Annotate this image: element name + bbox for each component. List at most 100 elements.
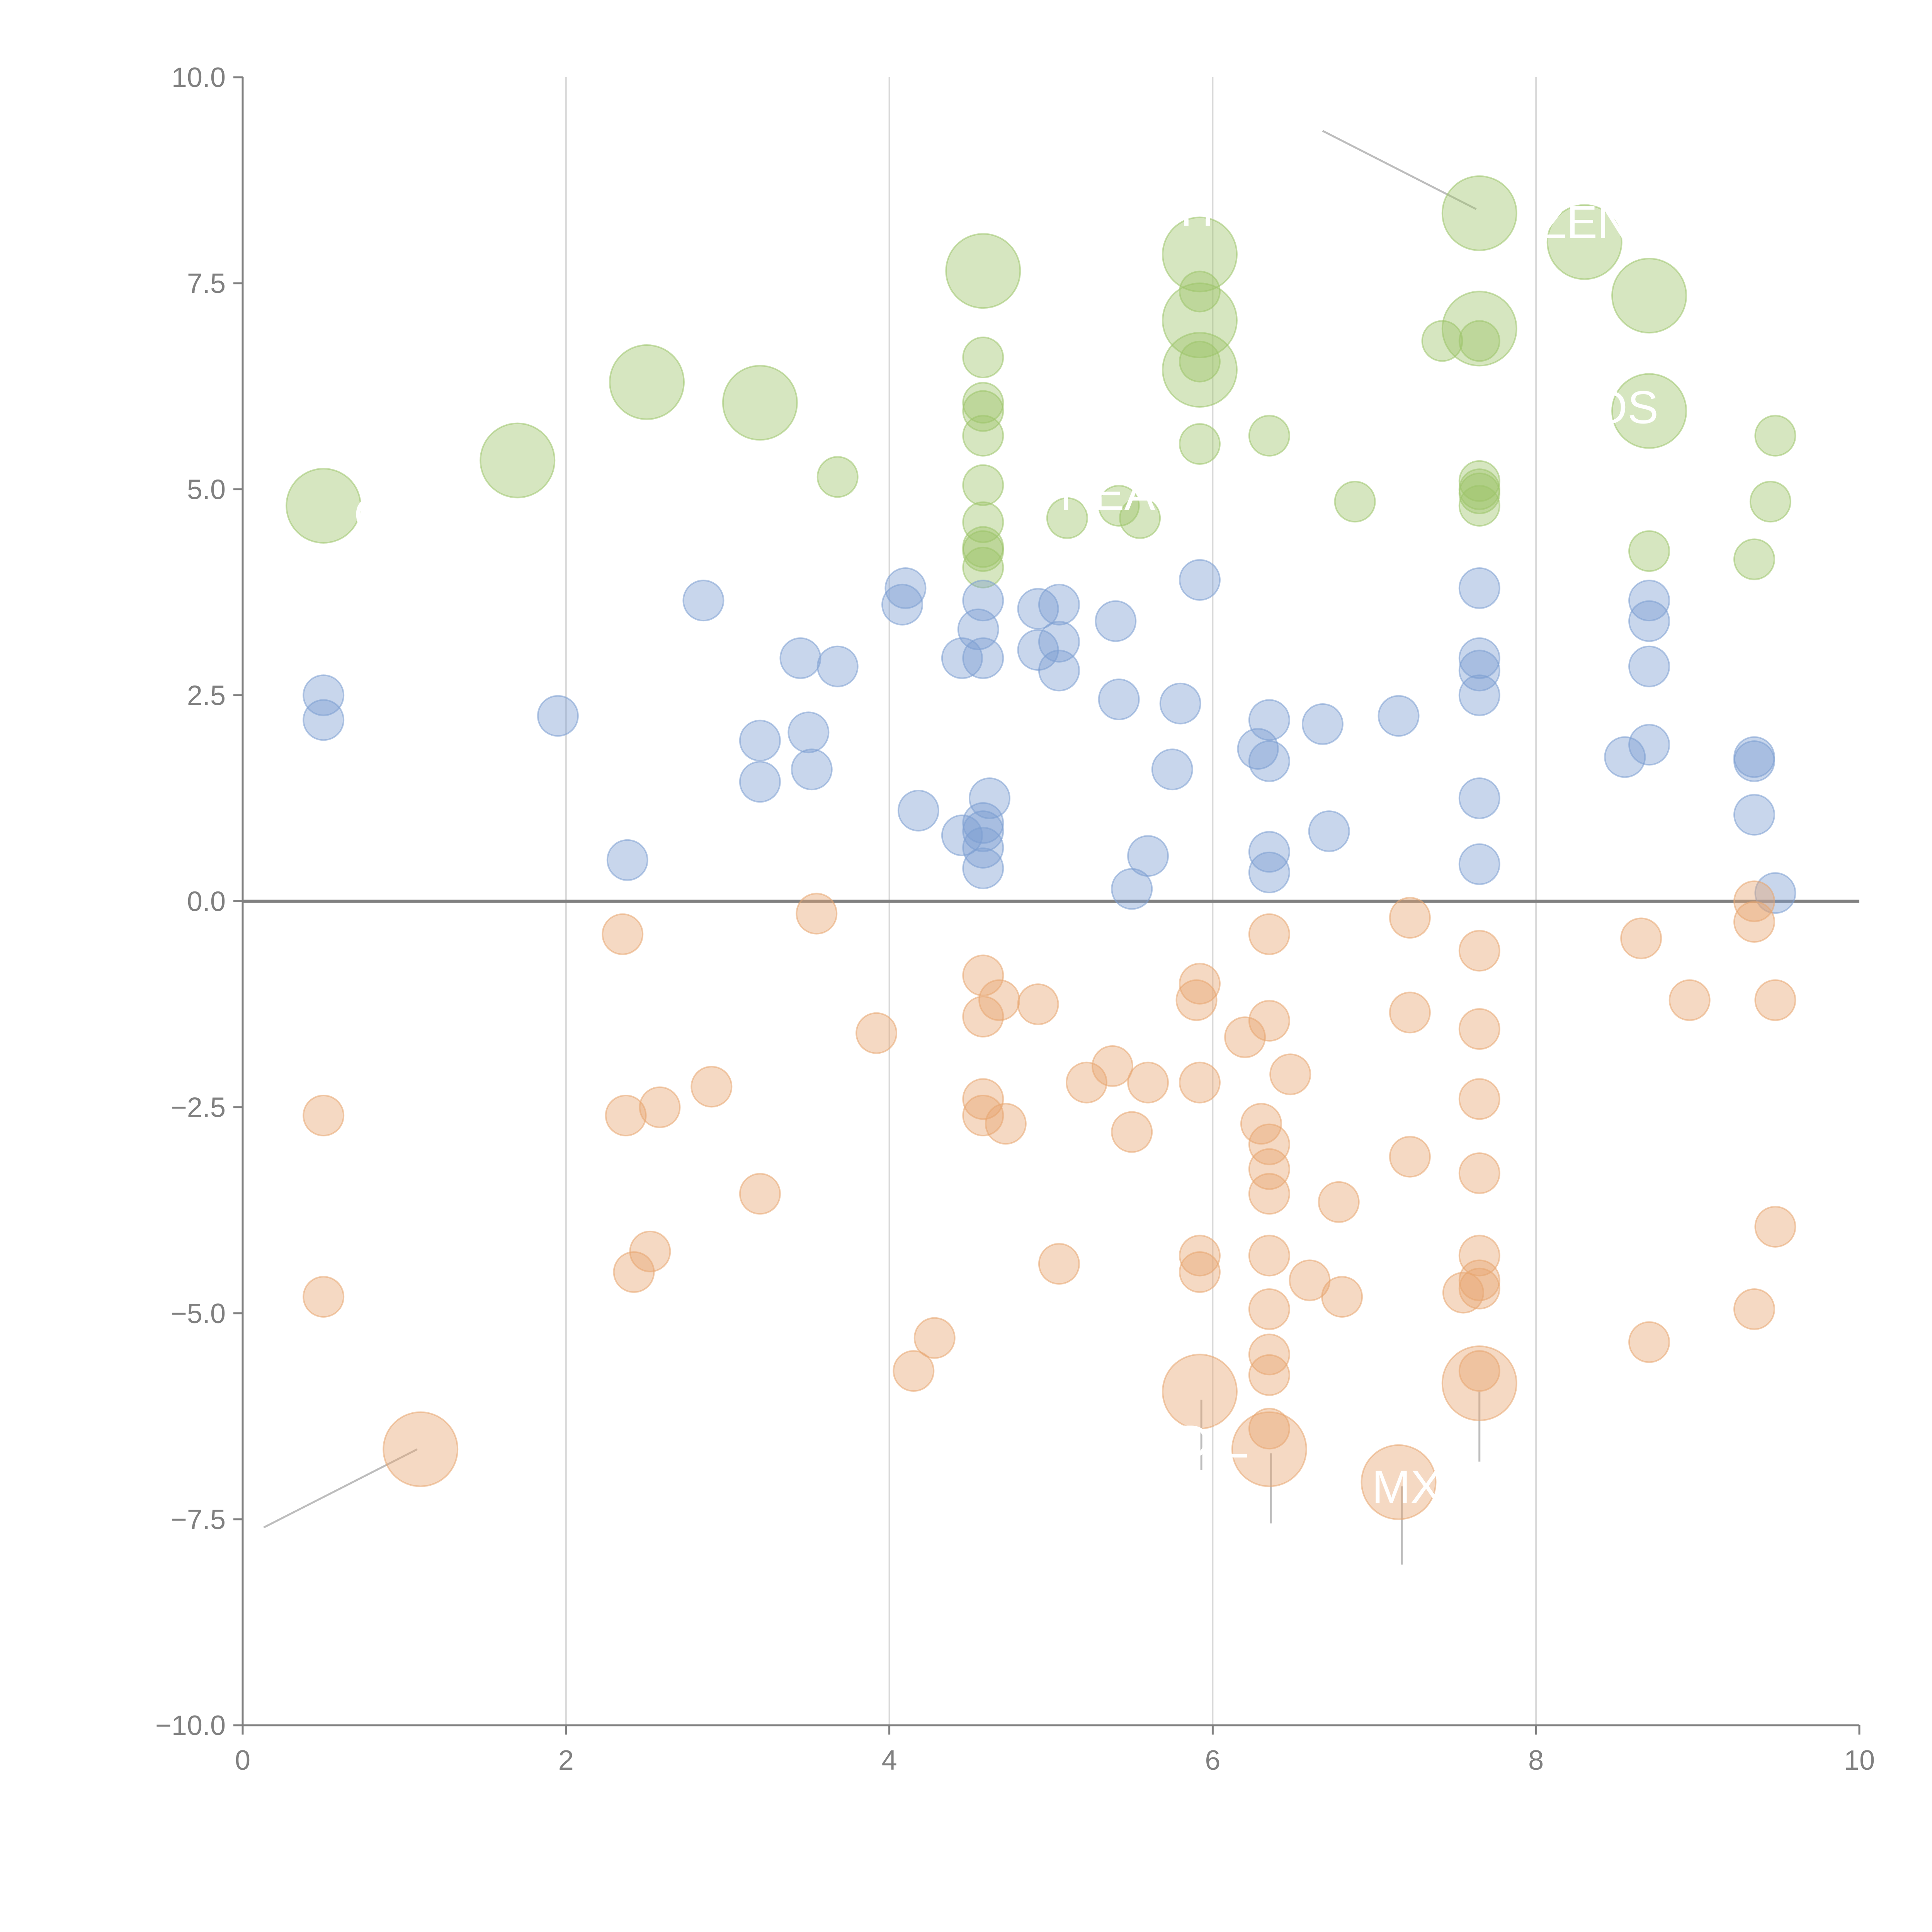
point-annotation-label: ZEN: [1538, 196, 1631, 248]
point-annotation-label: MX: [1372, 1461, 1441, 1513]
data-point-green: [816, 456, 859, 498]
data-point-green: [1458, 485, 1500, 527]
data-point-orange: [1248, 1148, 1290, 1190]
data-point-blue: [1248, 740, 1290, 782]
data-point-orange: [1441, 1345, 1517, 1422]
x-tick-label: 8: [1528, 1745, 1544, 1776]
data-point-orange: [1321, 1276, 1363, 1318]
annotation-leader-line: [263, 1448, 418, 1529]
data-point-orange: [639, 1086, 681, 1128]
data-point-blue: [881, 583, 923, 626]
data-point-blue: [962, 847, 1004, 889]
data-point-orange: [1361, 1444, 1437, 1520]
data-point-green: [962, 337, 1004, 379]
data-point-orange: [629, 1230, 671, 1272]
data-point-blue: [739, 761, 781, 803]
data-point-orange: [690, 1066, 733, 1108]
data-point-blue: [1628, 600, 1670, 642]
data-point-orange: [1389, 992, 1431, 1034]
data-point-green: [1611, 373, 1687, 449]
point-annotation-label: DIL: [1177, 1416, 1249, 1468]
data-point-orange: [1733, 901, 1776, 943]
data-point-blue: [1017, 588, 1059, 630]
data-point-green: [609, 344, 685, 420]
data-point-green: [1334, 481, 1376, 523]
data-point-orange: [1248, 913, 1290, 955]
data-point-green: [1628, 530, 1670, 572]
data-point-blue: [1628, 645, 1670, 687]
data-point-green: [722, 365, 798, 441]
data-point-green: [962, 530, 1004, 572]
data-point-green: [1754, 415, 1796, 457]
data-point-blue: [1458, 843, 1500, 885]
axes: 10.0 7.5 5.0 2.5 0.0 −2.5 −5.0 −7.5 −10.0 0 2 4 6 8 10: [155, 62, 1875, 1776]
data-point-blue: [1038, 650, 1080, 692]
data-point-blue: [1248, 699, 1290, 741]
data-point-orange: [1628, 1321, 1670, 1363]
data-point-orange: [1458, 1350, 1500, 1392]
data-point-blue: [303, 674, 345, 716]
data-point-blue: [884, 567, 927, 609]
data-point-orange: [1668, 979, 1711, 1021]
data-point-green: [286, 468, 362, 544]
data-point-orange: [1179, 963, 1221, 1005]
data-point-blue: [816, 645, 859, 687]
data-point-green: [1046, 497, 1088, 539]
data-point-orange: [962, 954, 1004, 997]
data-point-orange: [1248, 1123, 1290, 1165]
data-point-orange: [1754, 979, 1796, 1021]
data-point-orange: [1458, 930, 1500, 972]
data-points: [286, 175, 1796, 1520]
data-point-orange: [1248, 1000, 1290, 1042]
data-point-orange: [1231, 1411, 1307, 1487]
data-point-orange: [605, 1094, 647, 1136]
point-annotation-label: DH: [1147, 184, 1214, 236]
data-point-orange: [1620, 917, 1662, 959]
data-point-green: [1458, 320, 1500, 362]
data-point-orange: [1389, 897, 1431, 939]
y-tick-label: 10.0: [172, 62, 226, 93]
data-point-orange: [985, 1103, 1027, 1145]
data-point-green: [1546, 204, 1622, 280]
data-point-orange: [913, 1317, 956, 1359]
data-point-orange: [1091, 1045, 1133, 1087]
data-point-blue: [1098, 679, 1140, 721]
data-point-orange: [1017, 983, 1059, 1026]
data-point-orange: [1066, 1061, 1108, 1104]
data-point-blue: [969, 777, 1011, 819]
data-point-blue: [787, 711, 830, 753]
data-point-orange: [1269, 1053, 1311, 1095]
data-point-orange: [1179, 1061, 1221, 1104]
data-point-blue: [962, 580, 1004, 622]
data-point-blue: [1159, 682, 1201, 724]
data-point-orange: [303, 1276, 345, 1318]
data-point-green: [945, 233, 1021, 309]
data-point-green: [480, 422, 556, 498]
data-point-orange: [962, 1094, 1004, 1136]
y-tick-label: −10.0: [155, 1710, 226, 1741]
data-point-green: [1179, 270, 1221, 313]
x-tick-label: 10: [1844, 1745, 1875, 1776]
data-point-green: [962, 390, 1004, 432]
y-tick-label: 0.0: [187, 886, 226, 917]
data-point-orange: [383, 1411, 459, 1487]
annotation-leader-line: [326, 509, 348, 519]
data-point-orange: [1458, 1008, 1500, 1050]
data-point-green: [1421, 320, 1463, 362]
data-point-orange: [893, 1350, 935, 1392]
data-point-blue: [606, 839, 648, 881]
data-point-orange: [1248, 1173, 1290, 1215]
y-tick-label: −2.5: [171, 1092, 226, 1123]
data-point-blue: [1604, 736, 1646, 778]
data-point-blue: [1458, 674, 1500, 716]
y-tick-label: −7.5: [171, 1504, 226, 1535]
data-point-blue: [303, 699, 345, 741]
data-point-blue: [1733, 794, 1776, 836]
data-point-orange: [1458, 1267, 1500, 1310]
data-point-orange: [1175, 979, 1218, 1021]
data-point-blue: [1378, 695, 1420, 737]
data-point-green: [1749, 481, 1791, 523]
data-point-blue: [1248, 851, 1290, 893]
data-point-blue: [1179, 559, 1221, 601]
